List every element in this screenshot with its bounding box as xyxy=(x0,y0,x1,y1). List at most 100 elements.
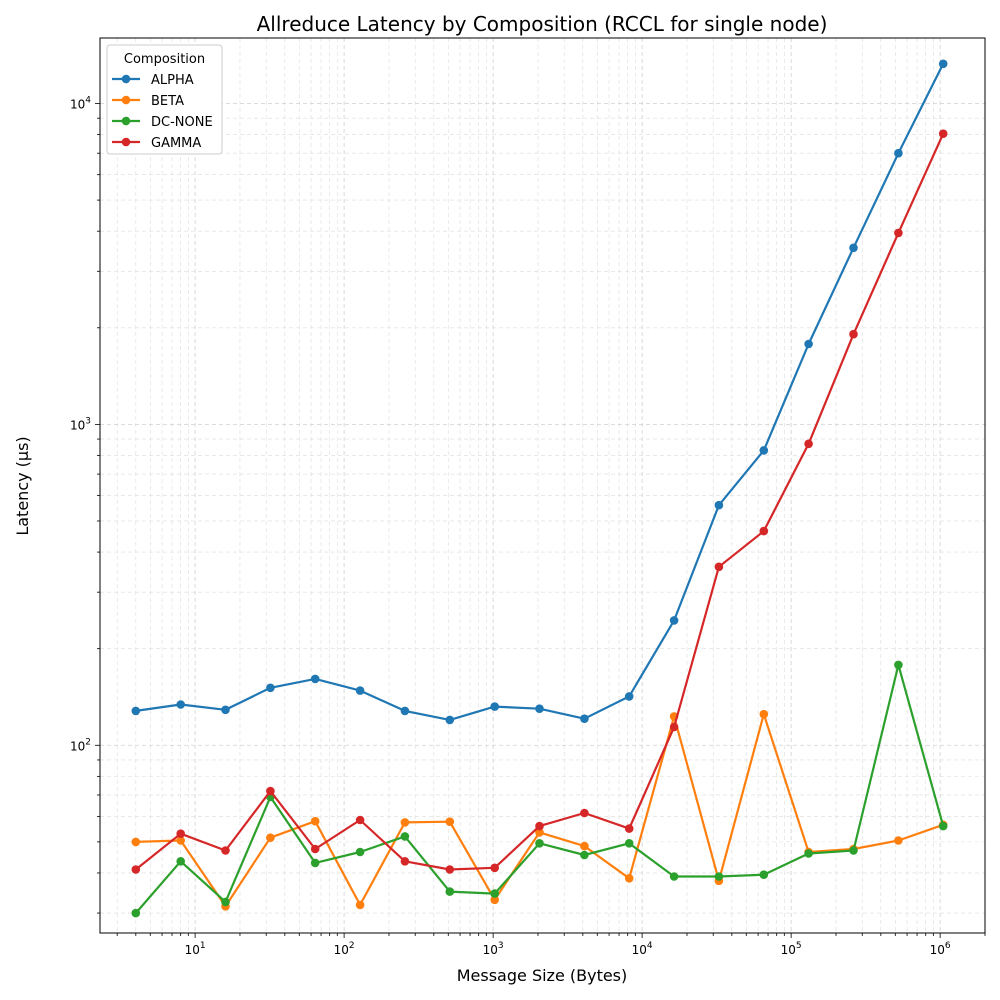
legend-label: DC-NONE xyxy=(151,115,213,130)
data-point-alpha xyxy=(355,686,365,695)
legend-title: Composition xyxy=(124,52,205,67)
data-point-gamma xyxy=(131,865,141,874)
data-point-dc-none xyxy=(355,847,365,857)
data-point-dc-none xyxy=(714,872,724,881)
data-point-dc-none xyxy=(938,821,948,831)
y-tick-label: 103 xyxy=(70,416,91,432)
y-axis-label: Latency (µs) xyxy=(13,436,32,535)
data-point-gamma xyxy=(490,863,500,873)
data-point-dc-none xyxy=(804,849,813,858)
y-axis-ticks: 102 103 104 xyxy=(70,95,100,914)
legend-label: BETA xyxy=(151,94,184,109)
legend-entry-beta: BETA xyxy=(112,94,184,109)
data-point-gamma xyxy=(580,808,589,818)
data-point-beta xyxy=(580,841,589,851)
x-tick-label: 105 xyxy=(781,941,802,957)
data-point-gamma xyxy=(355,815,365,825)
data-point-beta xyxy=(131,837,141,847)
data-point-alpha xyxy=(310,674,320,684)
data-point-beta xyxy=(176,836,185,845)
data-point-beta xyxy=(624,874,634,883)
data-point-alpha xyxy=(938,59,948,69)
x-axis-label: Message Size (Bytes) xyxy=(457,966,628,985)
data-point-alpha xyxy=(894,148,903,158)
data-point-beta xyxy=(355,900,365,910)
data-point-alpha xyxy=(131,706,141,716)
data-point-alpha xyxy=(804,339,813,349)
data-point-alpha xyxy=(580,714,589,723)
data-point-dc-none xyxy=(894,660,903,670)
data-point-dc-none xyxy=(176,857,185,866)
chart-title: Allreduce Latency by Composition (RCCL f… xyxy=(257,12,828,36)
series-dc-none xyxy=(131,660,948,918)
legend: Composition ALPHA BETA DC-NONE GAMMA xyxy=(106,44,223,155)
y-tick-label: 102 xyxy=(70,737,91,753)
legend-label: GAMMA xyxy=(151,136,201,151)
data-point-beta xyxy=(266,833,275,842)
data-point-dc-none xyxy=(535,839,544,848)
legend-swatch-marker xyxy=(121,116,131,126)
series-gamma xyxy=(131,129,948,874)
data-point-beta xyxy=(445,817,455,826)
data-point-dc-none xyxy=(669,872,679,881)
legend-entries: ALPHA BETA DC-NONE GAMMA xyxy=(112,73,213,151)
data-point-gamma xyxy=(759,526,769,536)
legend-entry-dc-none: DC-NONE xyxy=(112,115,213,130)
data-point-alpha xyxy=(669,616,679,625)
data-point-gamma xyxy=(176,829,185,838)
data-point-dc-none xyxy=(400,832,410,841)
data-point-gamma xyxy=(400,857,410,866)
data-point-gamma xyxy=(714,562,724,572)
data-point-gamma xyxy=(221,846,230,855)
data-point-gamma xyxy=(310,844,320,854)
data-point-dc-none xyxy=(580,850,589,860)
y-tick-label: 104 xyxy=(70,95,91,111)
data-point-gamma xyxy=(804,439,813,449)
data-point-alpha xyxy=(714,500,724,510)
data-point-alpha xyxy=(221,705,230,715)
data-point-beta xyxy=(894,836,903,845)
series-alpha xyxy=(131,59,948,725)
legend-swatch-marker xyxy=(121,95,131,105)
data-point-gamma xyxy=(849,329,858,339)
x-tick-label: 101 xyxy=(185,941,206,957)
data-point-alpha xyxy=(445,715,455,725)
data-point-beta xyxy=(310,816,320,826)
data-point-beta xyxy=(490,895,500,905)
data-point-gamma xyxy=(894,228,903,238)
x-tick-label: 102 xyxy=(334,941,355,957)
data-point-dc-none xyxy=(221,897,230,907)
data-point-dc-none xyxy=(624,839,634,848)
data-point-beta xyxy=(759,709,769,719)
data-point-gamma xyxy=(445,865,455,874)
data-point-dc-none xyxy=(849,846,858,855)
data-point-gamma xyxy=(938,129,948,138)
x-axis-ticks: 101 102 103 104 105 106 xyxy=(116,933,986,957)
data-point-alpha xyxy=(400,706,410,716)
x-tick-label: 106 xyxy=(930,941,951,957)
data-point-alpha xyxy=(535,704,544,713)
x-tick-label: 103 xyxy=(483,941,504,957)
data-point-alpha xyxy=(490,702,500,711)
data-point-gamma xyxy=(535,821,544,831)
data-point-dc-none xyxy=(759,870,769,879)
data-point-alpha xyxy=(624,692,634,701)
data-point-alpha xyxy=(266,683,275,693)
data-point-alpha xyxy=(176,700,185,709)
legend-box xyxy=(106,44,223,155)
legend-label: ALPHA xyxy=(151,73,194,88)
data-point-dc-none xyxy=(445,887,455,896)
data-point-dc-none xyxy=(490,889,500,898)
x-tick-label: 104 xyxy=(632,941,653,957)
data-point-dc-none xyxy=(131,908,141,918)
legend-entry-alpha: ALPHA xyxy=(112,73,194,88)
legend-swatch-marker xyxy=(121,74,131,84)
legend-entry-gamma: GAMMA xyxy=(112,136,201,151)
series-layer xyxy=(131,59,948,918)
data-point-gamma xyxy=(266,786,275,796)
plot-frame xyxy=(99,37,986,934)
data-point-beta xyxy=(400,818,410,827)
legend-swatch-marker xyxy=(121,137,131,147)
